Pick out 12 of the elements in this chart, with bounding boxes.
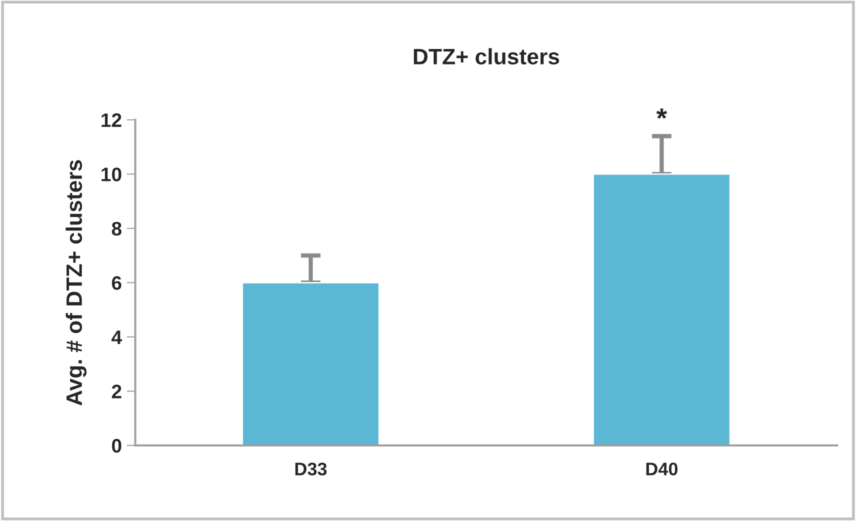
y-tick-label: 8 — [112, 222, 122, 236]
y-axis-title: Avg. # of DTZ+ clusters — [66, 160, 87, 406]
x-tick-label: D33 — [295, 462, 327, 476]
y-tick-label: 0 — [112, 438, 122, 453]
chart-title: DTZ+ clusters — [414, 48, 560, 64]
annotation: * — [656, 108, 668, 119]
x-tick-label: D40 — [646, 462, 678, 476]
y-tick-label: 10 — [102, 168, 122, 182]
y-tick-label: 12 — [102, 113, 122, 127]
y-tick-label: 2 — [112, 384, 122, 398]
y-tick-label: 6 — [112, 276, 122, 290]
y-tick-label: 4 — [112, 330, 122, 344]
